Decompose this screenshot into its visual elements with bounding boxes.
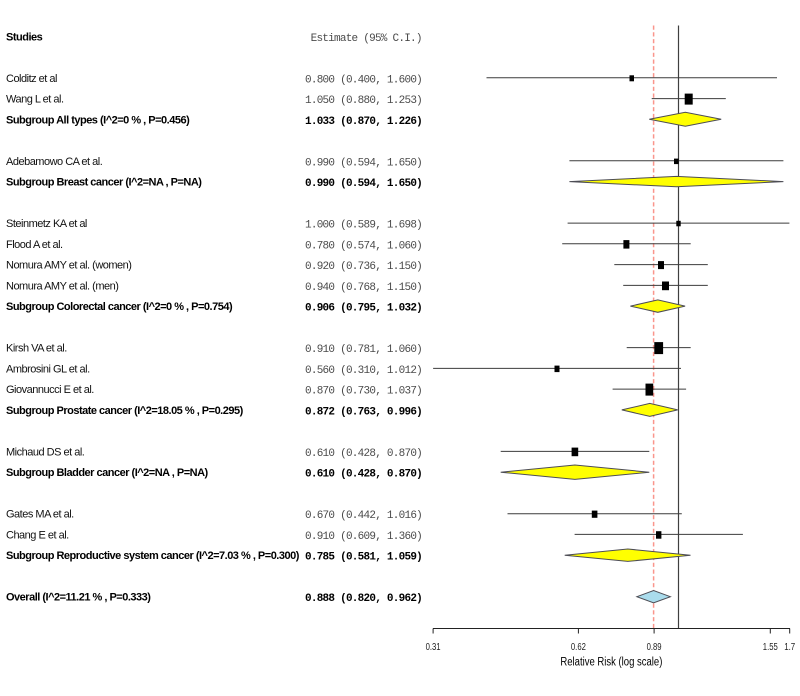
svg-text:Gates MA et al.: Gates MA et al. xyxy=(6,509,74,521)
svg-text:1.000 (0.589, 1.698): 1.000 (0.589, 1.698) xyxy=(305,220,422,232)
svg-text:Colditz et al: Colditz et al xyxy=(6,73,57,85)
svg-text:Giovannucci E et al.: Giovannucci E et al. xyxy=(6,384,94,396)
svg-text:0.920 (0.736, 1.150): 0.920 (0.736, 1.150) xyxy=(305,261,422,273)
svg-text:Subgroup Bladder cancer (I^2=N: Subgroup Bladder cancer (I^2=NA , P=NA) xyxy=(6,467,209,479)
svg-text:0.990 (0.594, 1.650): 0.990 (0.594, 1.650) xyxy=(305,157,422,169)
svg-text:Estimate (95% C.I.): Estimate (95% C.I.) xyxy=(311,33,422,45)
svg-text:0.870 (0.730, 1.037): 0.870 (0.730, 1.037) xyxy=(305,386,422,398)
svg-text:0.31: 0.31 xyxy=(426,642,441,653)
svg-text:0.610 (0.428, 0.870): 0.610 (0.428, 0.870) xyxy=(305,469,422,481)
svg-text:Adebamowo CA et al.: Adebamowo CA et al. xyxy=(6,156,103,168)
svg-text:0.89: 0.89 xyxy=(647,642,662,653)
svg-text:0.990 (0.594, 1.650): 0.990 (0.594, 1.650) xyxy=(305,178,422,190)
svg-text:0.560 (0.310, 1.012): 0.560 (0.310, 1.012) xyxy=(305,365,422,377)
svg-text:1.033 (0.870, 1.226): 1.033 (0.870, 1.226) xyxy=(305,116,422,128)
svg-text:0.940 (0.768, 1.150): 0.940 (0.768, 1.150) xyxy=(305,282,422,294)
svg-text:0.610 (0.428, 0.870): 0.610 (0.428, 0.870) xyxy=(305,448,422,460)
svg-text:Kirsh VA et al.: Kirsh VA et al. xyxy=(6,343,67,355)
svg-text:Subgroup Breast cancer (I^2=NA: Subgroup Breast cancer (I^2=NA , P=NA) xyxy=(6,177,202,189)
svg-text:0.906 (0.795, 1.032): 0.906 (0.795, 1.032) xyxy=(305,303,422,315)
svg-text:Nomura AMY et al. (women): Nomura AMY et al. (women) xyxy=(6,260,131,272)
svg-text:0.780 (0.574, 1.060): 0.780 (0.574, 1.060) xyxy=(305,240,422,252)
svg-text:Flood A et al.: Flood A et al. xyxy=(6,239,63,251)
svg-text:Relative Risk (log scale): Relative Risk (log scale) xyxy=(560,657,662,669)
svg-text:Nomura AMY et al. (men): Nomura AMY et al. (men) xyxy=(6,280,118,292)
svg-text:Ambrosini GL et al.: Ambrosini GL et al. xyxy=(6,363,90,375)
svg-text:0.910 (0.609, 1.360): 0.910 (0.609, 1.360) xyxy=(305,531,422,543)
svg-text:Steinmetz KA et al: Steinmetz KA et al xyxy=(6,218,87,230)
svg-text:Subgroup Prostate cancer (I^2=: Subgroup Prostate cancer (I^2=18.05 % , … xyxy=(6,405,244,417)
svg-text:Wang L et al.: Wang L et al. xyxy=(6,94,64,106)
svg-text:0.62: 0.62 xyxy=(571,642,586,653)
svg-text:0.670 (0.442, 1.016): 0.670 (0.442, 1.016) xyxy=(305,510,422,522)
svg-text:1.7: 1.7 xyxy=(784,642,795,653)
svg-text:Studies: Studies xyxy=(6,31,43,43)
svg-text:0.785 (0.581, 1.059): 0.785 (0.581, 1.059) xyxy=(305,552,422,564)
svg-text:Subgroup Colorectal cancer (I^: Subgroup Colorectal cancer (I^2=0 % , P=… xyxy=(6,301,233,313)
svg-text:0.888 (0.820, 0.962): 0.888 (0.820, 0.962) xyxy=(305,593,422,605)
svg-text:Michaud DS et al.: Michaud DS et al. xyxy=(6,446,85,458)
svg-text:Chang E et al.: Chang E et al. xyxy=(6,529,69,541)
svg-text:Subgroup All types (I^2=0 % ,: Subgroup All types (I^2=0 % , P=0.456) xyxy=(6,114,190,126)
svg-text:0.872 (0.763, 0.996): 0.872 (0.763, 0.996) xyxy=(305,406,422,418)
svg-text:1.050 (0.880, 1.253): 1.050 (0.880, 1.253) xyxy=(305,95,422,107)
svg-text:0.800 (0.400, 1.600): 0.800 (0.400, 1.600) xyxy=(305,74,422,86)
svg-text:1.55: 1.55 xyxy=(763,642,778,653)
svg-text:0.910 (0.781, 1.060): 0.910 (0.781, 1.060) xyxy=(305,344,422,356)
svg-text:Overall (I^2=11.21 % , P=0.333: Overall (I^2=11.21 % , P=0.333) xyxy=(6,592,151,604)
svg-text:Subgroup Reproductive system c: Subgroup Reproductive system cancer (I^2… xyxy=(6,550,300,562)
